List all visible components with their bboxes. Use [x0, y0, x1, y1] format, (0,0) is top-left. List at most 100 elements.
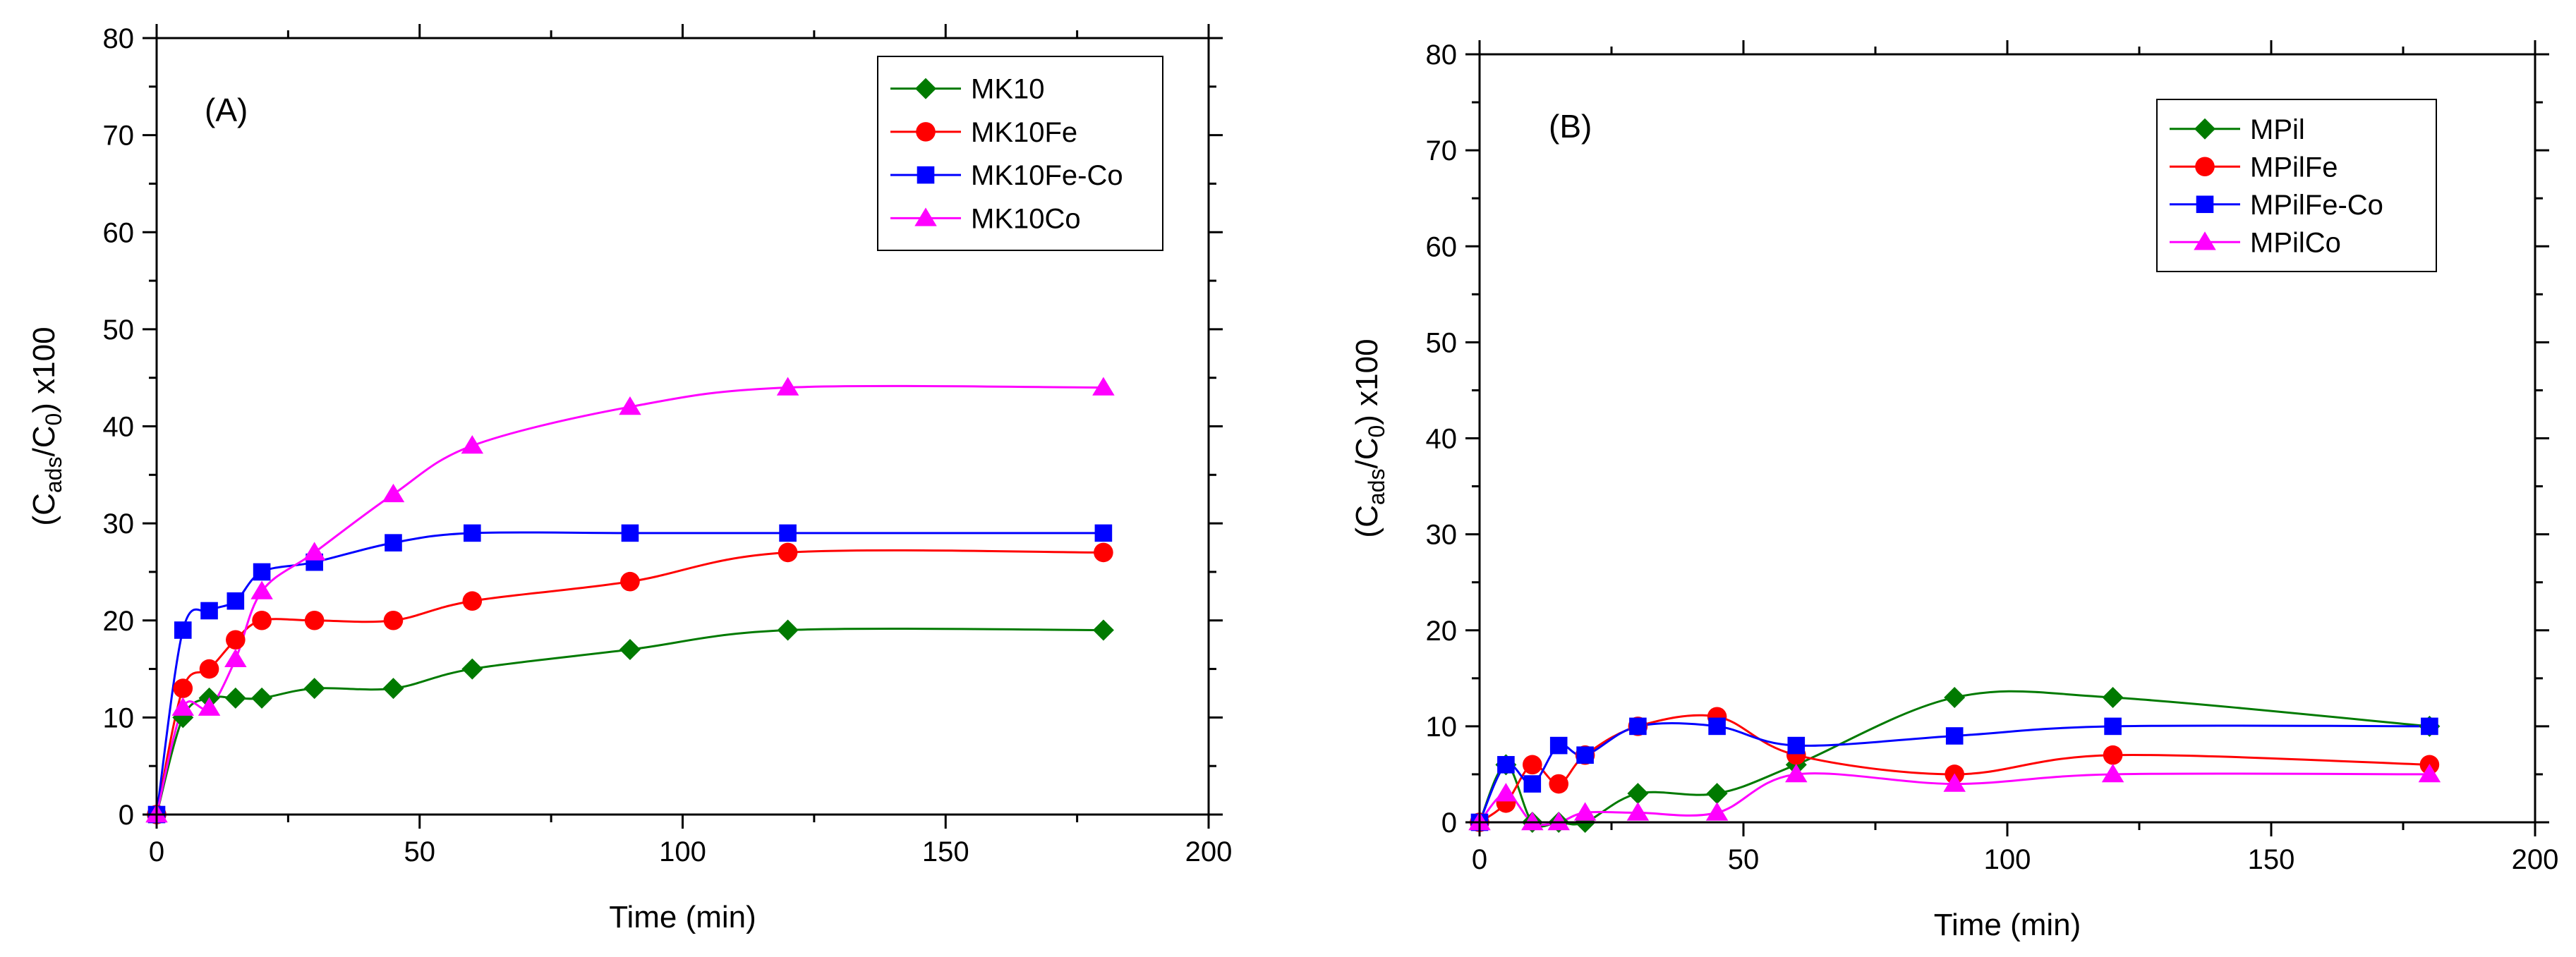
y-tick-label: 50 — [1426, 327, 1458, 358]
data-point-mpil — [2102, 687, 2124, 709]
data-point-mk10co — [382, 483, 405, 503]
legend-marker — [2194, 231, 2216, 250]
data-point-mpilco — [1573, 802, 1597, 821]
data-point-mpilfe-co — [1497, 756, 1515, 774]
data-point-mk10fe-co — [253, 563, 271, 581]
ticks-a: 0 50 100 150 200 0 10 20 30 40 50 60 70 80 — [103, 23, 1233, 867]
data-point-mpilco — [1521, 812, 1544, 831]
data-point-mk10fe — [173, 678, 193, 698]
legend-a: MK10 MK10Fe MK10Fe-Co MK10Co — [877, 56, 1163, 251]
legend-marker — [917, 166, 935, 184]
data-point-mpilfe-co — [1549, 736, 1568, 755]
y-axis-title-b: (Cads/C0) x100 — [1350, 339, 1389, 537]
y-tick-label: 20 — [103, 606, 135, 637]
data-point-mk10 — [224, 687, 246, 709]
data-point-mpilfe-co — [1787, 736, 1806, 755]
y-title-sub2-b: 0 — [1364, 425, 1389, 438]
y-tick-label: 70 — [1426, 135, 1458, 166]
data-point-mk10 — [251, 687, 273, 709]
data-point-mk10co — [224, 648, 247, 668]
legend-label: MPilCo — [2250, 227, 2341, 258]
data-point-mk10 — [1092, 619, 1114, 641]
data-point-mk10co — [303, 542, 326, 561]
y-title-sub1-b: ads — [1364, 469, 1389, 506]
markers-b — [1468, 687, 2441, 833]
data-point-mpilfe-co — [2421, 717, 2438, 736]
data-point-mk10fe-co — [1094, 524, 1113, 542]
y-title-sub2-a: 0 — [41, 413, 66, 426]
legend-entry: MPilFe — [2170, 152, 2338, 183]
x-axis-title-a: Time (min) — [609, 900, 756, 934]
y-tick-label: 30 — [1426, 520, 1458, 551]
ticks-b: 0 50 100 150 200 0 10 20 30 40 50 60 70 80 — [1426, 39, 2559, 875]
data-point-mk10 — [619, 639, 641, 661]
x-tick-label: 150 — [2248, 844, 2295, 875]
y-title-sub1-a: ads — [41, 457, 66, 494]
panel-label-b: (B) — [1549, 108, 1592, 145]
data-point-mk10co — [1092, 377, 1115, 396]
legend-label: MPilFe-Co — [2250, 190, 2383, 221]
data-point-mpilco — [1943, 773, 1966, 792]
data-point-mk10co — [198, 697, 221, 716]
markers-a — [145, 377, 1115, 825]
data-point-mk10fe — [252, 610, 272, 630]
x-tick-label: 200 — [1185, 836, 1233, 867]
legend-marker — [2195, 157, 2215, 177]
data-point-mk10fe-co — [174, 621, 192, 639]
legend-label: MPilFe — [2250, 152, 2338, 183]
data-point-mk10 — [382, 678, 404, 700]
y-axis-title-a: (Cads/C0) x100 — [27, 327, 66, 525]
y-tick-label: 60 — [1426, 231, 1458, 262]
x-tick-label: 200 — [2512, 844, 2559, 875]
data-point-mk10co — [461, 435, 484, 454]
y-title-suffix-b: ) x100 — [1350, 339, 1384, 425]
y-title-prefix-a: (C — [27, 493, 61, 525]
chart-panel-a: 0 50 100 150 200 0 10 20 30 40 50 60 70 80 (A) Time (… — [27, 23, 1232, 934]
legend-marker — [2196, 195, 2214, 214]
y-tick-label: 50 — [103, 315, 135, 346]
data-point-mpilfe-co — [1523, 775, 1542, 793]
x-tick-label: 100 — [659, 836, 706, 867]
data-point-mk10fe-co — [621, 524, 639, 542]
data-point-mpilfe-co — [1945, 727, 1964, 745]
data-point-mpilco — [2101, 763, 2124, 783]
legend-entry: MK10Co — [890, 203, 1081, 234]
x-tick-label: 0 — [1472, 844, 1487, 875]
data-point-mk10fe — [1094, 542, 1113, 563]
legend-entry: MPilFe-Co — [2170, 190, 2383, 221]
data-point-mpil — [1944, 687, 1966, 709]
y-tick-label: 60 — [103, 217, 135, 248]
x-tick-label: 50 — [404, 836, 436, 867]
y-tick-label: 70 — [103, 121, 135, 152]
y-title-mid-b: /C — [1350, 438, 1384, 469]
data-point-mk10fe-co — [464, 524, 481, 542]
x-tick-label: 0 — [149, 836, 164, 867]
y-tick-label: 40 — [103, 412, 135, 443]
data-point-mpil — [1627, 783, 1649, 805]
legend-entry: MK10Fe-Co — [890, 160, 1123, 191]
data-point-mpilco — [1547, 812, 1570, 831]
legend-marker — [915, 78, 936, 99]
legend-marker — [2194, 118, 2215, 140]
data-point-mpilfe — [1523, 755, 1542, 775]
data-point-mpilco — [1785, 763, 1808, 783]
data-point-mpilfe — [1549, 774, 1568, 794]
data-point-mk10fe-co — [226, 592, 245, 610]
data-point-mpilfe-co — [1629, 717, 1647, 736]
legend-marker — [916, 122, 936, 142]
y-tick-label: 80 — [1426, 39, 1458, 71]
legend-entry: MK10Fe — [890, 117, 1077, 148]
legend-label: MK10Co — [971, 203, 1081, 234]
data-point-mk10fe-co — [385, 534, 402, 551]
data-point-mk10co — [776, 377, 799, 396]
data-point-mk10 — [461, 658, 483, 680]
data-point-mk10co — [619, 396, 641, 415]
y-tick-label: 0 — [1441, 807, 1457, 839]
x-tick-label: 100 — [1984, 844, 2031, 875]
legend-b: MPil MPilFe MPilFe-Co MPilCo — [2156, 99, 2437, 272]
data-point-mpil — [1706, 783, 1728, 805]
y-tick-label: 40 — [1426, 424, 1458, 455]
y-title-suffix-a: ) x100 — [27, 327, 61, 413]
